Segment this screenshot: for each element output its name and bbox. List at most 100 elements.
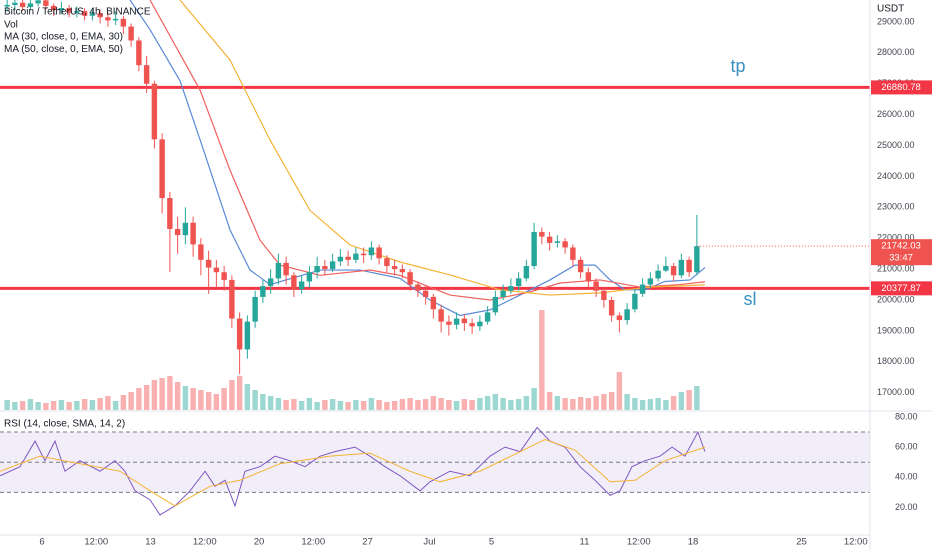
y-tick-label: 25000.00	[877, 140, 915, 150]
volume-bar	[608, 392, 615, 410]
candle-body	[624, 309, 630, 321]
level-price-box	[871, 80, 932, 95]
volume-bar	[577, 397, 584, 410]
candle-body	[112, 18, 119, 21]
volume-bar	[27, 399, 34, 410]
volume-bar	[639, 400, 646, 410]
volume-bar	[337, 401, 344, 410]
candle-body	[306, 272, 313, 282]
volume-bar	[407, 398, 413, 410]
volume-bar	[19, 401, 26, 410]
volume-bar	[492, 394, 499, 410]
volume-bar	[678, 392, 685, 410]
y-tick-label: 29000.00	[877, 16, 915, 26]
volume-bar	[35, 402, 41, 410]
candle-body	[655, 270, 661, 279]
candle-body	[143, 65, 150, 84]
volume-bar	[500, 398, 506, 410]
ma-line	[149, 0, 705, 301]
candle-body	[647, 278, 654, 285]
volume-bar	[74, 401, 80, 410]
volume-bar	[546, 392, 553, 410]
x-tick-label: 6	[39, 537, 44, 548]
volume-bar	[167, 376, 173, 410]
rsi-line	[0, 439, 706, 507]
volume-bar	[182, 386, 189, 410]
rsi-tick-label: 20.00	[895, 502, 918, 512]
volume-bar	[632, 398, 638, 410]
volume-bar	[120, 395, 127, 410]
candle-body	[298, 281, 305, 290]
level-price-label: 20377.87	[881, 283, 921, 294]
x-tick-label: 18	[688, 537, 699, 548]
volume-bar	[694, 386, 700, 410]
candle-body	[283, 262, 289, 276]
candle-body	[407, 272, 413, 285]
candle-body	[221, 272, 227, 280]
candle-body	[19, 2, 26, 8]
candle-body	[608, 300, 615, 316]
candle-body	[120, 18, 127, 27]
level-price-box	[871, 281, 932, 296]
candle-body	[345, 256, 351, 260]
x-tick-label: 12:00	[627, 537, 651, 548]
candle-body	[105, 17, 111, 21]
volume-bar	[508, 400, 514, 410]
candle-body	[585, 272, 592, 282]
candle-body	[492, 296, 499, 313]
level-annotation: tp	[730, 56, 745, 76]
volume-bar	[81, 399, 88, 410]
candle-body	[58, 8, 65, 11]
level-price-label: 26880.78	[881, 82, 921, 93]
x-tick-label: 25	[796, 537, 807, 548]
candle-body	[686, 259, 692, 273]
rsi-title: RSI (14, close, SMA, 14, 2)	[4, 419, 125, 430]
volume-bar	[376, 400, 382, 410]
candle-body	[151, 83, 158, 140]
volume-bar	[539, 310, 545, 410]
rsi-tick-label: 60.00	[895, 441, 918, 451]
y-tick-label: 22000.00	[877, 233, 915, 243]
y-tick-label: 19000.00	[877, 325, 915, 335]
candle-body	[523, 266, 530, 279]
candle-body	[337, 256, 344, 262]
candle-body	[260, 286, 266, 297]
x-tick-label: Jul	[423, 537, 435, 548]
candle-body	[663, 266, 669, 271]
volume-bar	[422, 399, 429, 410]
chart-title: Bitcoin / TetherUS, 4h, BINANCE	[4, 7, 151, 18]
candle-body	[353, 253, 359, 260]
candle-body	[244, 321, 251, 350]
candle-body	[329, 261, 336, 270]
candle-body	[314, 266, 320, 273]
candle-body	[546, 236, 553, 243]
candle-body	[27, 3, 34, 8]
candle-body	[360, 253, 367, 256]
volume-bar	[260, 394, 266, 410]
volume-legend: Vol	[4, 20, 18, 31]
candle-body	[159, 139, 165, 199]
candle-body	[391, 266, 398, 270]
volume-bar	[190, 388, 196, 410]
volume-bar	[515, 399, 522, 410]
volume-bar	[12, 402, 18, 410]
x-tick-label: 5	[489, 537, 494, 548]
candle-body	[438, 309, 444, 322]
x-tick-label: 12:00	[84, 537, 108, 548]
volume-bar	[391, 401, 398, 410]
candle-body	[267, 278, 274, 287]
candle-body	[174, 228, 181, 236]
volume-bar	[205, 392, 212, 410]
candle-body	[384, 258, 390, 267]
candle-body	[531, 232, 537, 267]
volume-bar	[384, 402, 390, 410]
candle-body	[252, 296, 258, 322]
volume-bar	[523, 396, 530, 410]
volume-bar	[461, 399, 468, 410]
candle-body	[616, 315, 623, 321]
currency-label: USDT	[877, 4, 904, 15]
candle-body	[12, 2, 18, 5]
volume-bar	[306, 398, 313, 410]
candle-body	[446, 321, 452, 325]
